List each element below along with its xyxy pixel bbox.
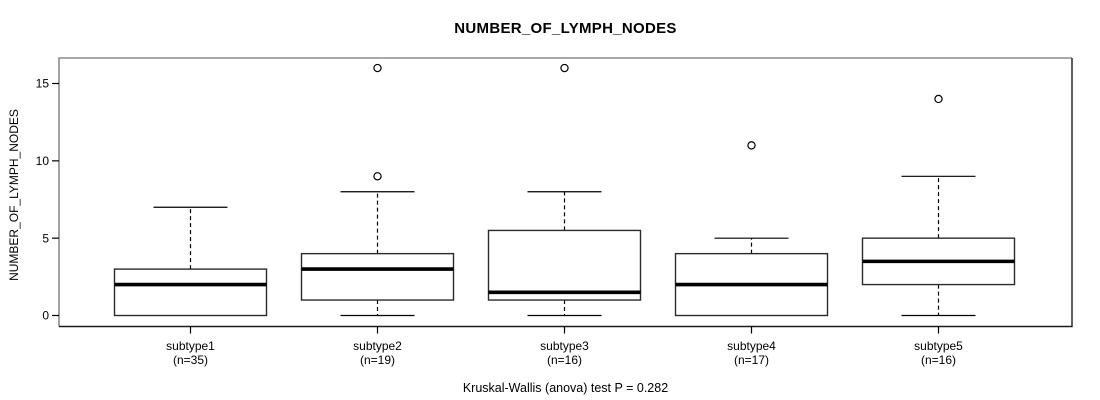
x-group-n-label: (n=16) <box>547 353 582 367</box>
plot-frame-topleft <box>58 57 1072 327</box>
x-group-label: subtype2 <box>353 339 402 353</box>
y-tick-label: 5 <box>42 231 49 245</box>
iqr-box <box>487 229 642 301</box>
y-tick-label: 10 <box>36 154 50 168</box>
iqr-box <box>300 252 455 301</box>
x-group-label: subtype1 <box>166 339 215 353</box>
kruskal-wallis-caption: Kruskal-Wallis (anova) test P = 0.282 <box>462 381 669 395</box>
outlier-point <box>373 172 382 181</box>
x-group-n-label: (n=17) <box>734 353 769 367</box>
chart-title: NUMBER_OF_LYMPH_NODES <box>454 20 677 37</box>
y-tick-label: 0 <box>42 309 49 323</box>
y-tick-label: 15 <box>36 77 50 91</box>
iqr-box <box>113 268 268 317</box>
x-group-n-label: (n=35) <box>173 353 208 367</box>
x-group-n-label: (n=16) <box>921 353 956 367</box>
x-group-n-label: (n=19) <box>360 353 395 367</box>
x-group-label: subtype5 <box>914 339 963 353</box>
outlier-point <box>934 94 943 104</box>
plot-frame-bottomright <box>59 58 1073 328</box>
outlier-point <box>747 141 756 150</box>
x-group-label: subtype4 <box>727 339 776 353</box>
outlier-point <box>373 63 382 73</box>
outlier-point <box>560 63 569 73</box>
x-group-label: subtype3 <box>540 339 589 353</box>
